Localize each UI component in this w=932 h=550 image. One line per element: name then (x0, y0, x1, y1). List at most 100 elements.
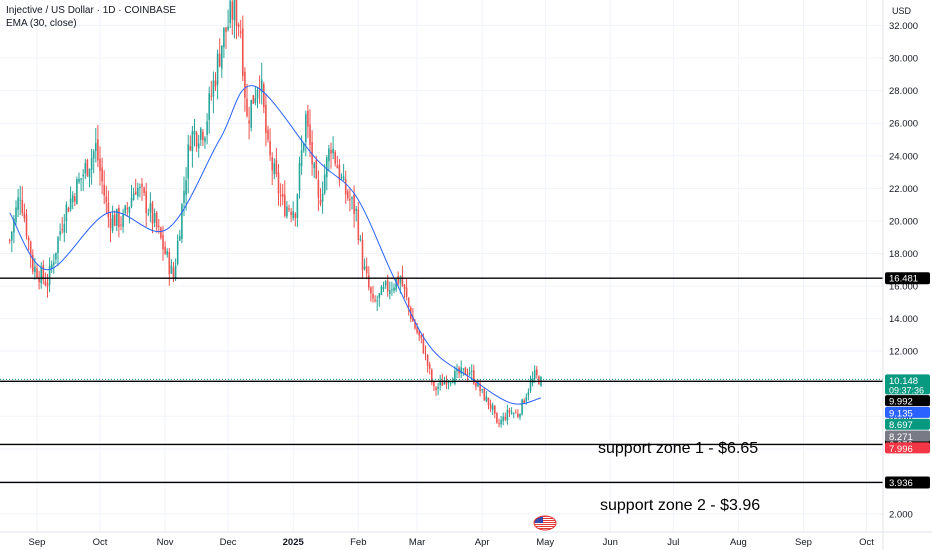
candle-body (502, 416, 504, 422)
candle-body (147, 213, 150, 215)
candle-body (491, 405, 494, 410)
candle-body (202, 131, 204, 141)
candle-body (284, 194, 286, 217)
candle-body (395, 278, 397, 290)
candle-body (260, 79, 263, 92)
price-tag-text: 7.996 (889, 444, 913, 455)
candle-body (296, 194, 299, 218)
candle-body (118, 207, 120, 228)
candle-body (357, 209, 360, 241)
price-tick-label: 18.000 (889, 249, 918, 260)
candle-body (189, 146, 192, 151)
candle-body (122, 213, 124, 228)
candle-body (466, 374, 469, 376)
candle-body (384, 281, 387, 286)
candle-body (208, 93, 210, 120)
price-tag (885, 395, 930, 407)
candle-body (393, 287, 395, 291)
candle-body (101, 167, 103, 182)
candle-body (533, 370, 536, 379)
currency-label: USD (892, 6, 912, 16)
candle-body (326, 157, 328, 178)
candle-body (363, 266, 366, 270)
candle-body (231, 1, 234, 20)
time-tick-label: Oct (859, 537, 874, 548)
candle-body (82, 174, 84, 177)
candle-body (168, 252, 171, 275)
candlestick-series (8, 0, 542, 428)
candle-body (302, 143, 305, 151)
time-axis[interactable]: Sep Oct Nov Dec 2025 Feb Mar Apr May Jun Jul Aug Sep… (0, 531, 932, 548)
ema-indicator-label[interactable]: EMA (30, close) (6, 18, 77, 29)
candle-body (519, 413, 521, 418)
candle-body (172, 267, 175, 279)
candle-body (460, 367, 462, 374)
candle-body (452, 382, 454, 384)
candle-body (86, 160, 89, 176)
candle-body (116, 208, 118, 226)
us-flag-icon[interactable] (533, 515, 557, 531)
candle-body (13, 218, 15, 233)
price-tag (885, 476, 930, 489)
candle-body (277, 172, 280, 194)
candle-body (80, 178, 82, 180)
candle-body (494, 405, 496, 414)
candle-body (422, 338, 425, 353)
candle-body (349, 198, 351, 201)
candle-body (109, 218, 112, 229)
candle-body (359, 238, 362, 240)
candle-body (498, 423, 500, 425)
price-tag (885, 374, 930, 395)
candle-body (95, 143, 97, 152)
candle-body (74, 196, 76, 202)
candle-body (405, 287, 408, 297)
candle-body (218, 53, 221, 67)
candle-body (38, 278, 40, 283)
candle-body (311, 141, 313, 165)
candle-body (368, 275, 370, 288)
candle-body (374, 299, 376, 301)
candle-body (365, 266, 368, 274)
candle-body (275, 159, 278, 174)
candle-body (214, 80, 217, 87)
price-tag-text: 16.481 (889, 274, 918, 285)
candle-body (197, 143, 200, 149)
price-tick-label: 20.000 (889, 216, 918, 227)
candle-body (512, 413, 515, 415)
candle-body (330, 150, 332, 154)
candle-body (53, 262, 55, 265)
candle-body (372, 294, 374, 299)
candle-body (483, 388, 486, 401)
candle-body (401, 275, 404, 286)
price-tag (885, 272, 930, 285)
candle-body (57, 237, 59, 254)
candle-body (59, 231, 61, 235)
candle-body (244, 71, 246, 98)
candle-body (153, 213, 156, 223)
candle-body (254, 98, 257, 104)
candle-body (462, 368, 465, 370)
candle-body (323, 174, 326, 194)
candle-body (113, 214, 116, 226)
candle-body (181, 204, 183, 239)
candle-body (496, 412, 498, 423)
candle-body (317, 179, 320, 198)
candle-body (19, 199, 21, 201)
candle-body (76, 179, 78, 205)
candle-body (298, 163, 301, 191)
symbol-title[interactable]: Injective / US Dollar · 1D · COINBASE (6, 5, 177, 16)
candle-body (500, 420, 502, 425)
candle-body (216, 53, 219, 85)
price-tick-label: 24.000 (889, 151, 918, 162)
candle-body (332, 148, 334, 154)
price-axis-labels: 16.4816.2723.93610.14809:37:369.9929.135… (885, 272, 930, 489)
candle-body (529, 382, 532, 392)
candle-body (468, 372, 471, 374)
candle-body (36, 268, 38, 279)
candle-body (34, 266, 36, 273)
time-tick-label: Aug (730, 537, 747, 548)
candle-body (290, 211, 292, 216)
candle-body (426, 354, 429, 366)
price-tick-label: 28.000 (889, 86, 918, 97)
